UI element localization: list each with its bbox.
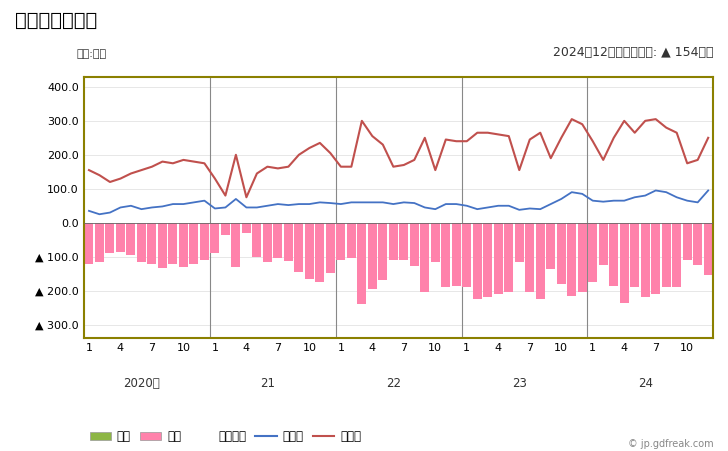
- Text: 22: 22: [386, 377, 401, 390]
- Bar: [630, 223, 639, 287]
- Bar: [683, 223, 692, 260]
- Bar: [148, 223, 157, 263]
- Bar: [557, 223, 566, 284]
- Bar: [326, 223, 335, 273]
- Bar: [274, 223, 282, 258]
- Bar: [305, 223, 314, 279]
- Bar: [263, 223, 272, 262]
- Bar: [189, 223, 199, 263]
- Bar: [662, 223, 670, 287]
- Text: 24: 24: [638, 377, 653, 390]
- Bar: [472, 223, 482, 299]
- Bar: [420, 223, 430, 292]
- Bar: [609, 223, 618, 285]
- Bar: [84, 223, 93, 263]
- Bar: [620, 223, 629, 303]
- Bar: [368, 223, 377, 289]
- Bar: [536, 223, 545, 299]
- Bar: [127, 223, 135, 255]
- Bar: [315, 223, 325, 282]
- Text: 貿易収支の推移: 貿易収支の推移: [15, 11, 97, 30]
- Bar: [294, 223, 304, 272]
- Bar: [578, 223, 587, 292]
- Text: 2020年: 2020年: [123, 377, 160, 390]
- Bar: [347, 223, 356, 258]
- Bar: [284, 223, 293, 261]
- Bar: [200, 223, 209, 260]
- Text: © jp.gdfreak.com: © jp.gdfreak.com: [628, 439, 713, 449]
- Text: 単位:億円: 単位:億円: [76, 49, 106, 59]
- Bar: [168, 223, 178, 263]
- Bar: [494, 223, 503, 294]
- Bar: [389, 223, 397, 260]
- Text: 2024年12月の貿易収支: ▲ 154億円: 2024年12月の貿易収支: ▲ 154億円: [553, 46, 713, 59]
- Bar: [652, 223, 660, 294]
- Bar: [95, 223, 104, 262]
- Bar: [441, 223, 451, 287]
- Bar: [116, 223, 125, 252]
- Bar: [400, 223, 408, 260]
- Bar: [452, 223, 461, 285]
- Bar: [379, 223, 387, 281]
- Bar: [704, 223, 713, 275]
- Bar: [505, 223, 513, 292]
- Bar: [462, 223, 471, 287]
- Bar: [410, 223, 419, 266]
- Bar: [526, 223, 534, 292]
- Bar: [242, 223, 251, 233]
- Text: 21: 21: [260, 377, 275, 390]
- Bar: [546, 223, 555, 269]
- Bar: [336, 223, 345, 260]
- Bar: [253, 223, 261, 257]
- Bar: [598, 223, 608, 265]
- Bar: [483, 223, 492, 298]
- Bar: [641, 223, 649, 298]
- Bar: [567, 223, 577, 296]
- Legend: 黒字, 赤字, 貿易収支, 輸出額, 輸入額: 黒字, 赤字, 貿易収支, 輸出額, 輸入額: [90, 430, 361, 443]
- Bar: [588, 223, 597, 282]
- Text: 23: 23: [512, 377, 527, 390]
- Bar: [515, 223, 523, 262]
- Bar: [210, 223, 219, 253]
- Bar: [221, 223, 230, 235]
- Bar: [179, 223, 188, 267]
- Bar: [106, 223, 114, 253]
- Bar: [137, 223, 146, 262]
- Bar: [232, 223, 240, 267]
- Bar: [357, 223, 366, 304]
- Bar: [431, 223, 440, 262]
- Bar: [693, 223, 703, 265]
- Bar: [672, 223, 681, 287]
- Bar: [158, 223, 167, 267]
